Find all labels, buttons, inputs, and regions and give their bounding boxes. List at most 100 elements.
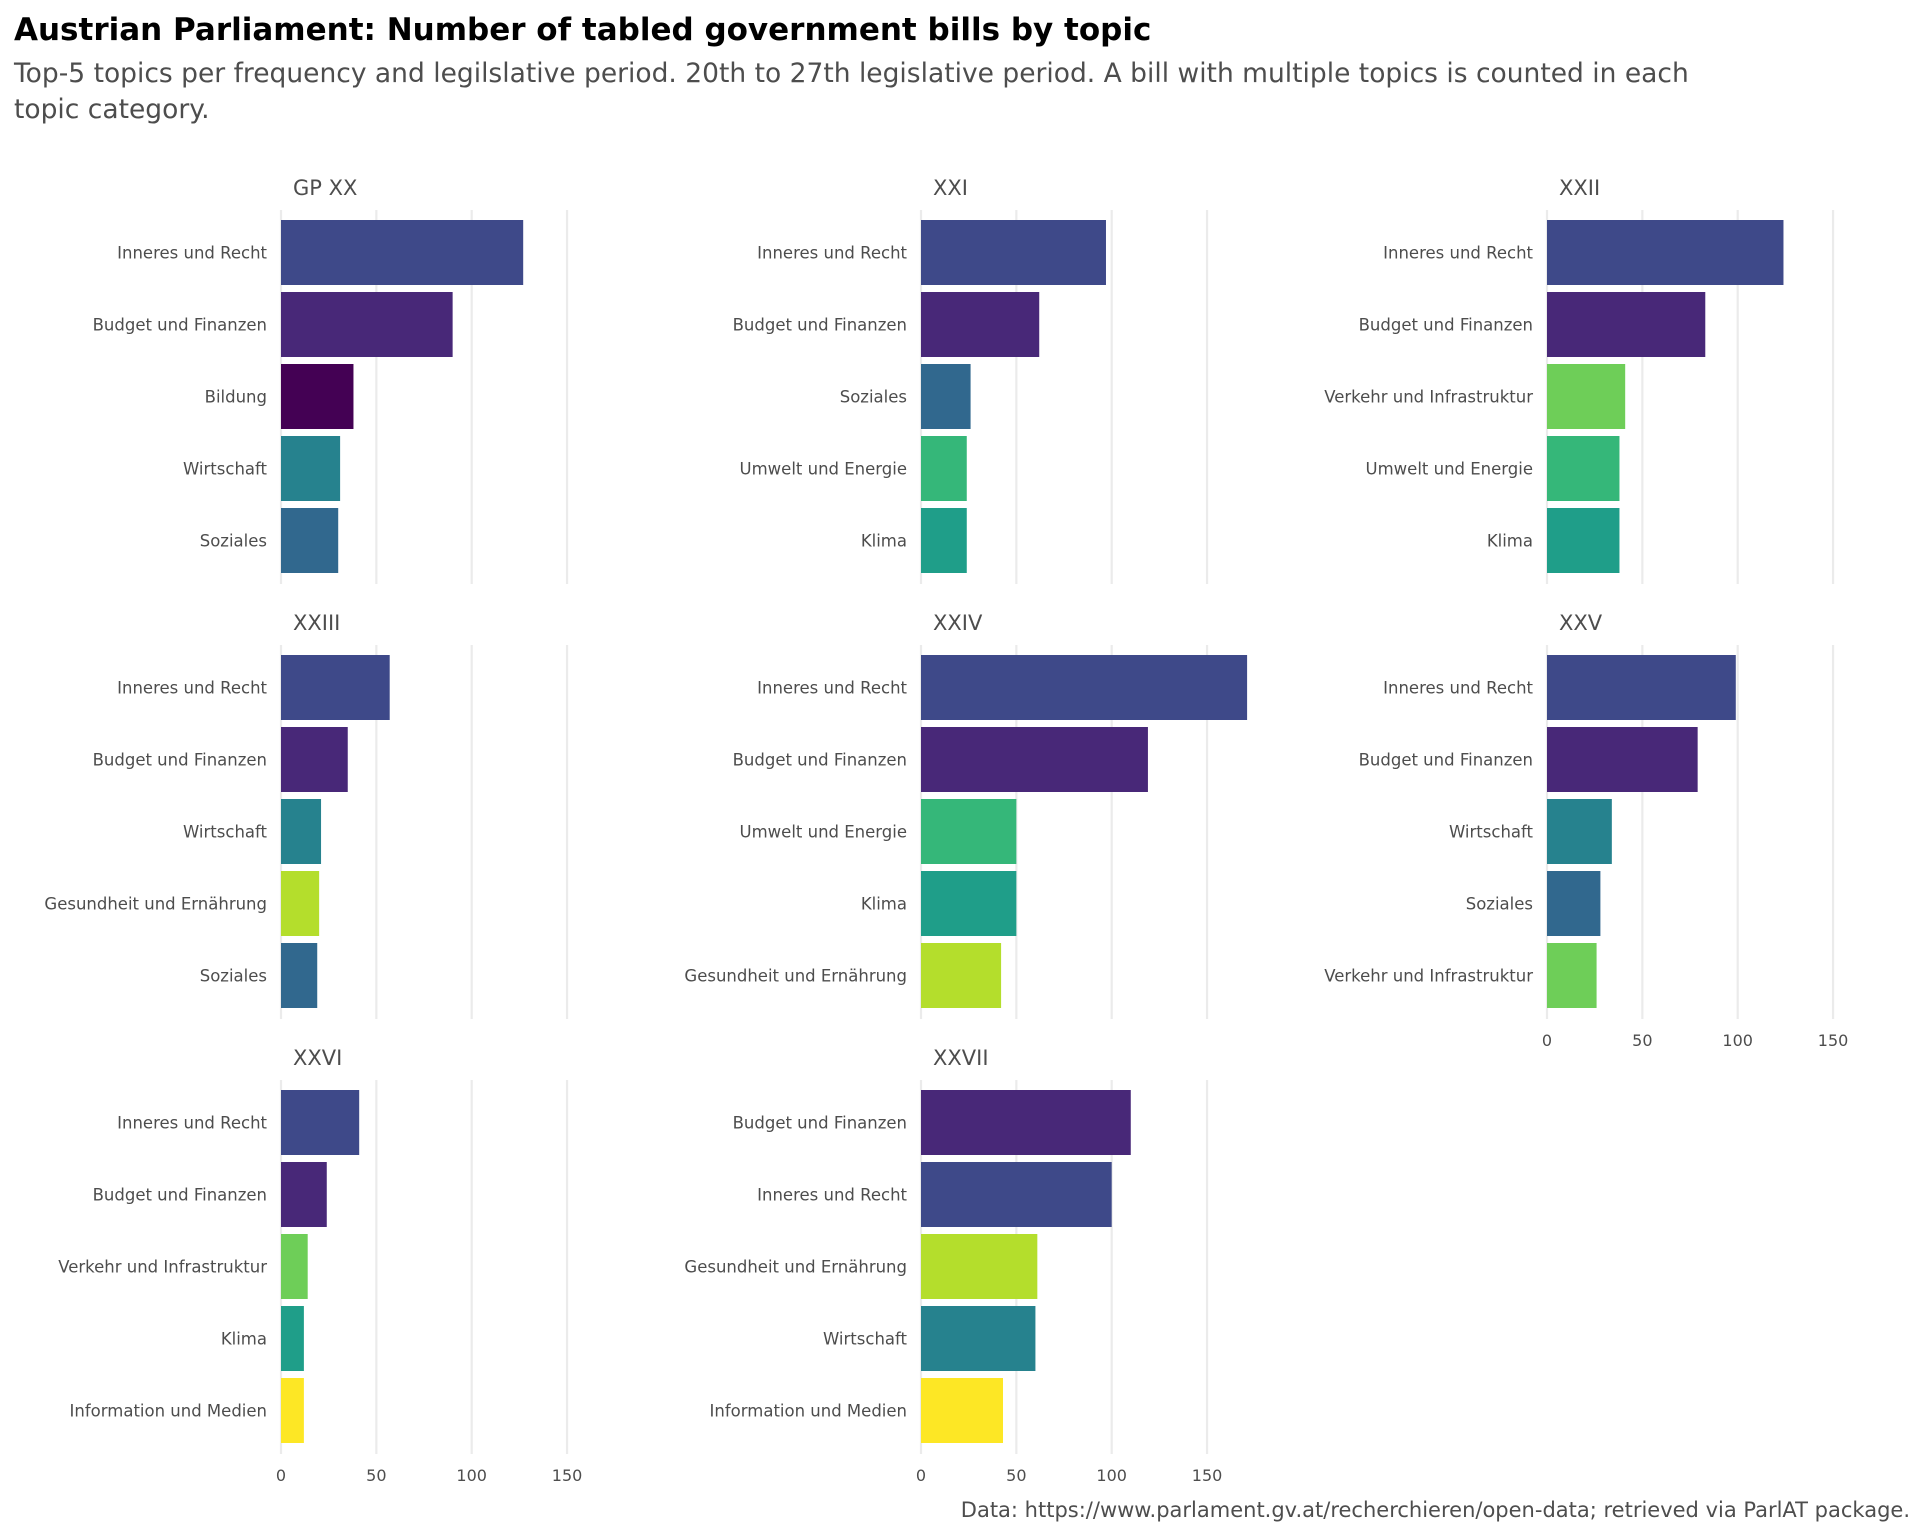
facet-title: XXV: [1559, 611, 1603, 635]
category-label: Bildung: [205, 388, 267, 407]
facet-title: XXVII: [933, 1046, 989, 1070]
bar: [921, 727, 1148, 792]
facet-panel-gp-xx: GP XX Inneres und Recht Budget und Finanze…: [93, 176, 569, 584]
x-tick-label: 50: [1006, 1466, 1026, 1485]
bar: [281, 220, 524, 285]
category-label: Inneres und Recht: [1383, 244, 1533, 263]
bar: [1547, 871, 1601, 936]
facet-panel-xxiv: XXIV Inneres und Recht Budget und Finanzen…: [684, 611, 1248, 1019]
bar: [921, 655, 1248, 720]
bar: [921, 1234, 1038, 1299]
bar: [281, 871, 320, 936]
category-label: Inneres und Recht: [757, 679, 907, 698]
bar: [921, 364, 971, 429]
x-tick-label: 50: [366, 1466, 386, 1485]
category-label: Verkehr und Infrastruktur: [1324, 967, 1533, 986]
facet-panels: GP XX Inneres und Recht Budget und Finanze…: [44, 176, 1848, 1485]
bar: [1547, 943, 1597, 1008]
bar: [281, 727, 348, 792]
facet-panel-xxv: XXV Inneres und Recht Budget und Finanzen W…: [1324, 611, 1848, 1050]
bar: [1547, 436, 1620, 501]
x-tick-label: 100: [1722, 1031, 1753, 1050]
category-label: Inneres und Recht: [117, 679, 267, 698]
bar: [921, 508, 967, 573]
facet-panel-xxiii: XXIII Inneres und Recht Budget und Finanze…: [44, 611, 569, 1019]
bar: [1547, 727, 1698, 792]
chart-subtitle-line-2: topic category.: [14, 94, 210, 125]
x-tick-label: 0: [916, 1466, 926, 1485]
category-label: Budget und Finanzen: [93, 316, 267, 335]
facet-title: XXII: [1559, 176, 1600, 200]
bar: [921, 1378, 1004, 1443]
bar: [921, 943, 1002, 1008]
facet-title: GP XX: [293, 176, 357, 200]
category-label: Umwelt und Energie: [740, 823, 907, 842]
x-tick-label: 0: [276, 1466, 286, 1485]
facet-panel-xxvi: XXVI Inneres und Recht Budget und Finanzen…: [58, 1046, 582, 1485]
category-label: Soziales: [1466, 895, 1533, 914]
bar: [921, 436, 967, 501]
category-label: Budget und Finanzen: [733, 316, 907, 335]
bar: [281, 655, 390, 720]
bar: [281, 799, 322, 864]
bar: [1547, 364, 1626, 429]
category-label: Inneres und Recht: [757, 1186, 907, 1205]
facet-panel-xxii: XXII Inneres und Recht Budget und Finanzen…: [1324, 176, 1835, 584]
category-label: Gesundheit und Ernährung: [684, 967, 907, 986]
facet-title: XXIV: [933, 611, 983, 635]
category-label: Information und Medien: [70, 1402, 267, 1421]
bar: [921, 220, 1106, 285]
bar: [281, 508, 339, 573]
bar: [281, 436, 341, 501]
facet-title: XXI: [933, 176, 968, 200]
category-label: Soziales: [840, 388, 907, 407]
category-label: Klima: [861, 895, 907, 914]
x-tick-label: 100: [1096, 1466, 1127, 1485]
bar: [921, 799, 1017, 864]
bar: [281, 292, 453, 357]
category-label: Budget und Finanzen: [733, 1114, 907, 1133]
bar: [281, 1378, 304, 1443]
bar: [1547, 292, 1706, 357]
category-label: Wirtschaft: [823, 1330, 908, 1349]
category-label: Klima: [1487, 532, 1533, 551]
category-label: Klima: [221, 1330, 267, 1349]
x-tick-label: 150: [1818, 1031, 1849, 1050]
category-label: Inneres und Recht: [757, 244, 907, 263]
x-tick-label: 50: [1632, 1031, 1652, 1050]
category-label: Soziales: [200, 967, 267, 986]
category-label: Inneres und Recht: [1383, 679, 1533, 698]
bar: [921, 1162, 1112, 1227]
bar: [281, 1162, 327, 1227]
bar: [1547, 508, 1620, 573]
category-label: Budget und Finanzen: [93, 1186, 267, 1205]
category-label: Gesundheit und Ernährung: [44, 895, 267, 914]
category-label: Wirtschaft: [183, 460, 268, 479]
category-label: Soziales: [200, 532, 267, 551]
bar: [1547, 799, 1612, 864]
facet-panel-xxvii: XXVII Budget und Finanzen Inneres und Rech…: [684, 1046, 1222, 1485]
category-label: Inneres und Recht: [117, 244, 267, 263]
x-tick-label: 150: [552, 1466, 583, 1485]
bar: [921, 871, 1017, 936]
bar: [281, 1306, 304, 1371]
category-label: Budget und Finanzen: [1359, 316, 1533, 335]
x-tick-label: 150: [1192, 1466, 1223, 1485]
x-tick-label: 0: [1542, 1031, 1552, 1050]
category-label: Inneres und Recht: [117, 1114, 267, 1133]
category-label: Wirtschaft: [1449, 823, 1534, 842]
category-label: Gesundheit und Ernährung: [684, 1258, 907, 1277]
facet-title: XXIII: [293, 611, 340, 635]
category-label: Budget und Finanzen: [733, 751, 907, 770]
bar: [281, 364, 354, 429]
bar: [281, 1234, 308, 1299]
category-label: Verkehr und Infrastruktur: [58, 1258, 267, 1277]
bar: [281, 1090, 360, 1155]
chart-title: Austrian Parliament: Number of tabled go…: [14, 12, 1151, 48]
chart-caption: Data: https://www.parlament.gv.at/recher…: [961, 1498, 1910, 1522]
bar: [921, 1090, 1131, 1155]
bar: [1547, 220, 1784, 285]
category-label: Wirtschaft: [183, 823, 268, 842]
category-label: Budget und Finanzen: [93, 751, 267, 770]
